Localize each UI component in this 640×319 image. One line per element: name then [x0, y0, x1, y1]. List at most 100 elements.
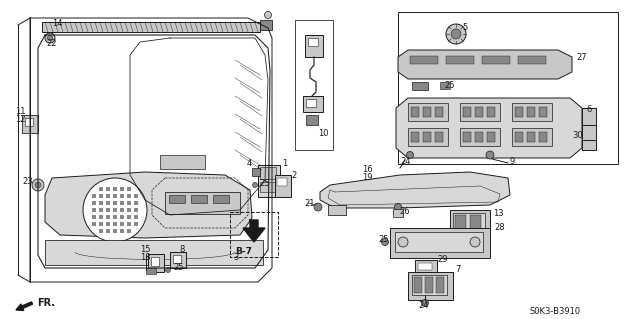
- Bar: [412, 275, 447, 295]
- Bar: [191, 195, 207, 203]
- Bar: [411, 132, 419, 142]
- Text: 26: 26: [399, 206, 410, 216]
- Bar: [160, 155, 205, 169]
- Circle shape: [451, 29, 461, 39]
- Text: 30: 30: [572, 130, 582, 139]
- Bar: [275, 175, 291, 197]
- Bar: [446, 56, 474, 64]
- Text: 25: 25: [378, 234, 388, 243]
- Text: 25: 25: [259, 180, 269, 189]
- Polygon shape: [396, 98, 582, 158]
- Bar: [25, 118, 33, 126]
- Bar: [390, 228, 490, 258]
- Circle shape: [470, 237, 480, 247]
- Circle shape: [264, 11, 271, 19]
- Text: 5: 5: [462, 24, 467, 33]
- Bar: [412, 82, 428, 90]
- Polygon shape: [45, 172, 252, 238]
- Circle shape: [446, 24, 466, 44]
- Bar: [470, 215, 481, 229]
- Text: 23: 23: [22, 177, 33, 187]
- Bar: [398, 12, 618, 164]
- Bar: [460, 128, 500, 146]
- Text: 15: 15: [140, 246, 150, 255]
- Bar: [173, 255, 181, 263]
- Text: 11: 11: [15, 108, 26, 116]
- Text: 21: 21: [304, 199, 314, 209]
- Bar: [411, 107, 419, 117]
- Bar: [306, 99, 316, 107]
- Circle shape: [398, 237, 408, 247]
- Circle shape: [406, 152, 413, 159]
- Circle shape: [381, 239, 388, 246]
- Bar: [539, 107, 547, 117]
- Bar: [258, 165, 280, 197]
- Text: 19: 19: [362, 173, 372, 182]
- Bar: [518, 56, 546, 64]
- Text: 24: 24: [418, 301, 429, 310]
- Bar: [22, 115, 38, 133]
- Bar: [146, 268, 156, 274]
- Bar: [440, 82, 450, 89]
- Circle shape: [253, 182, 257, 188]
- Bar: [308, 38, 318, 46]
- Text: 12: 12: [15, 115, 26, 124]
- Circle shape: [394, 204, 401, 211]
- Text: 22: 22: [46, 40, 56, 48]
- Bar: [418, 263, 432, 270]
- Bar: [515, 107, 523, 117]
- Text: B-7: B-7: [235, 248, 252, 256]
- Text: 24: 24: [400, 157, 410, 166]
- Bar: [306, 115, 318, 125]
- Bar: [450, 210, 490, 236]
- Bar: [169, 195, 185, 203]
- Bar: [436, 277, 444, 293]
- Bar: [527, 132, 535, 142]
- Bar: [539, 132, 547, 142]
- Text: FR.: FR.: [37, 298, 55, 308]
- Bar: [165, 192, 240, 214]
- Bar: [475, 107, 483, 117]
- Circle shape: [47, 35, 52, 41]
- Polygon shape: [243, 220, 265, 242]
- Text: 1: 1: [282, 159, 287, 167]
- Bar: [260, 182, 276, 192]
- Text: 18: 18: [140, 254, 150, 263]
- Bar: [303, 96, 323, 112]
- Bar: [395, 232, 483, 252]
- FancyArrow shape: [16, 302, 33, 310]
- Text: 8: 8: [179, 244, 184, 254]
- Bar: [463, 132, 471, 142]
- Circle shape: [166, 268, 170, 272]
- Bar: [252, 168, 260, 176]
- Bar: [455, 215, 466, 229]
- Bar: [295, 20, 333, 150]
- Bar: [148, 254, 164, 272]
- Circle shape: [35, 182, 41, 188]
- Text: 29: 29: [437, 256, 447, 264]
- Bar: [487, 132, 495, 142]
- Text: 4: 4: [247, 159, 252, 167]
- Bar: [277, 178, 287, 186]
- Text: 3: 3: [233, 253, 238, 262]
- Bar: [328, 205, 346, 215]
- Bar: [414, 277, 422, 293]
- Bar: [512, 103, 552, 121]
- Text: 7: 7: [455, 265, 460, 275]
- Bar: [408, 103, 448, 121]
- Bar: [260, 167, 276, 179]
- Bar: [408, 272, 453, 300]
- Bar: [230, 212, 278, 257]
- Bar: [582, 108, 596, 150]
- Bar: [515, 132, 523, 142]
- Text: 2: 2: [291, 170, 296, 180]
- Bar: [408, 128, 448, 146]
- Bar: [435, 132, 443, 142]
- Bar: [425, 277, 433, 293]
- Text: 10: 10: [318, 129, 328, 137]
- Circle shape: [422, 300, 429, 307]
- Bar: [423, 132, 431, 142]
- Bar: [463, 107, 471, 117]
- Circle shape: [314, 203, 322, 211]
- Bar: [435, 107, 443, 117]
